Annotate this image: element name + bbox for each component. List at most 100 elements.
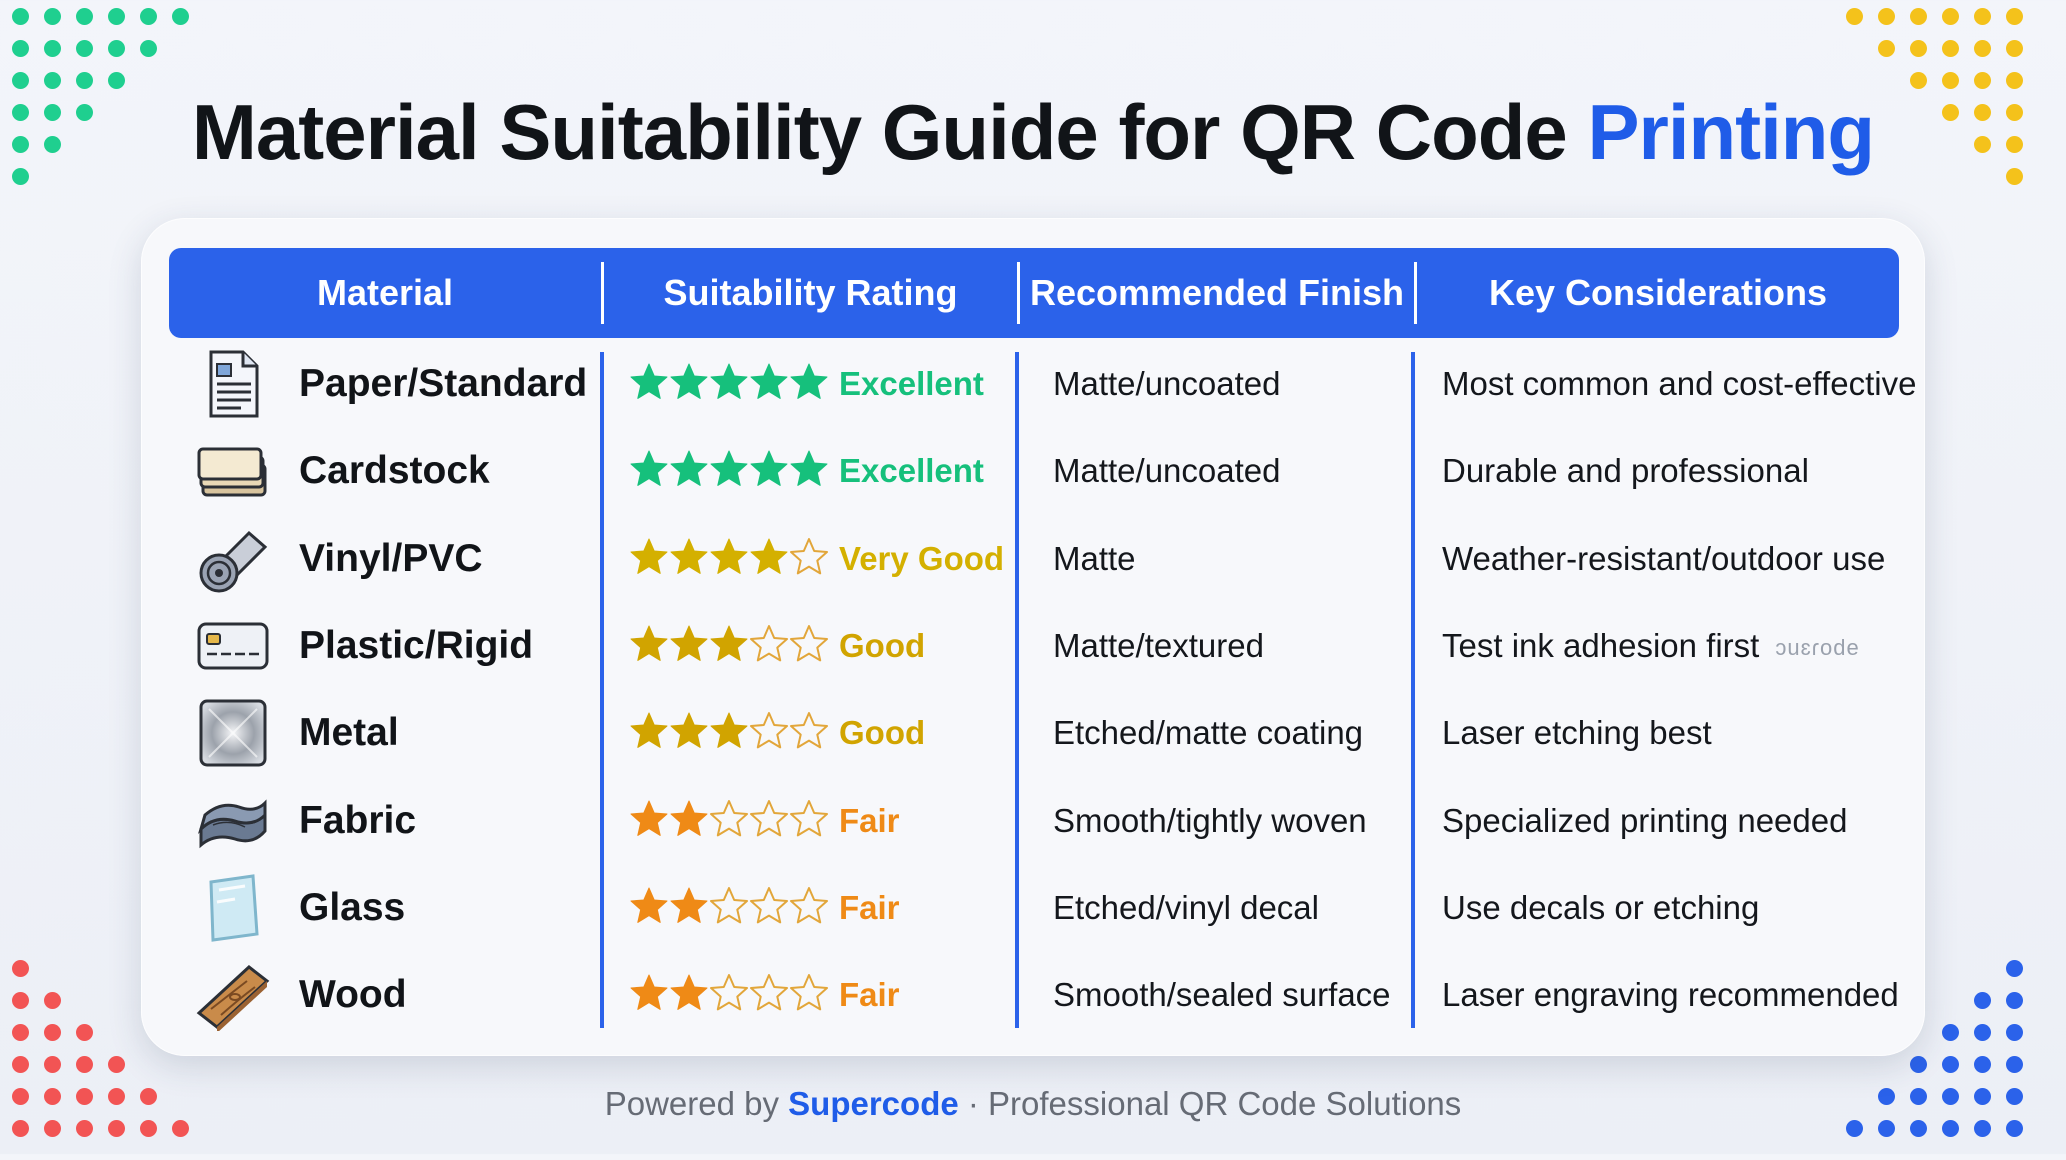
rating-label: Fair bbox=[839, 888, 900, 926]
footer: Powered by Supercode · Professional QR C… bbox=[0, 1085, 2066, 1123]
decorative-dot bbox=[12, 1056, 29, 1073]
star-filled-icon bbox=[709, 624, 749, 668]
star-filled-icon bbox=[669, 973, 709, 1017]
footer-brand[interactable]: Supercode bbox=[788, 1085, 959, 1122]
decorative-dot bbox=[2006, 1120, 2023, 1137]
decorative-dot bbox=[140, 1088, 157, 1105]
decorative-dot bbox=[44, 104, 61, 121]
decorative-dot bbox=[2006, 168, 2023, 185]
material-name: Vinyl/PVC bbox=[299, 536, 483, 580]
star-rating bbox=[629, 624, 829, 668]
material-name: Fabric bbox=[299, 798, 417, 842]
star-filled-icon bbox=[669, 799, 709, 843]
decorative-dot bbox=[108, 1056, 125, 1073]
star-rating bbox=[629, 886, 829, 930]
decorative-dot bbox=[1910, 8, 1927, 25]
star-filled-icon bbox=[749, 537, 789, 581]
key-consideration: Laser engraving recommended bbox=[1442, 951, 1915, 1038]
decorative-dot bbox=[1846, 8, 1863, 25]
rating-label: Good bbox=[839, 714, 926, 752]
decorative-dot bbox=[1910, 1120, 1927, 1137]
key-consideration-text: Laser etching best bbox=[1442, 714, 1712, 752]
cardstock-icon bbox=[195, 435, 271, 507]
decorative-dot bbox=[12, 1088, 29, 1105]
star-filled-icon bbox=[629, 537, 669, 581]
star-filled-icon bbox=[669, 537, 709, 581]
decorative-dot bbox=[1974, 992, 1991, 1009]
decorative-dot bbox=[76, 40, 93, 57]
footer-suffix: · Professional QR Code Solutions bbox=[958, 1085, 1462, 1122]
header-material: Material bbox=[316, 272, 454, 313]
decorative-dot bbox=[2006, 104, 2023, 121]
recommended-finish: Smooth/sealed surface bbox=[1053, 976, 1391, 1014]
metal-plate-icon bbox=[195, 697, 271, 769]
decorative-dot bbox=[76, 1056, 93, 1073]
decorative-dot bbox=[44, 1088, 61, 1105]
star-rating bbox=[629, 711, 829, 755]
document-icon bbox=[195, 348, 271, 420]
star-filled-icon bbox=[789, 449, 829, 493]
star-empty-icon bbox=[749, 711, 789, 755]
star-empty-icon bbox=[749, 886, 789, 930]
decorative-dot bbox=[44, 1056, 61, 1073]
decorative-dots-top-right bbox=[1846, 8, 2066, 208]
decorative-dot bbox=[12, 1120, 29, 1137]
key-consideration: Most common and cost-effective bbox=[1442, 340, 1932, 427]
star-filled-icon bbox=[669, 624, 709, 668]
column-divider bbox=[600, 352, 604, 1028]
table-row: Metal Good Etched/matte coating Laser et… bbox=[169, 689, 1899, 776]
decorative-dot bbox=[12, 8, 29, 25]
table-row: Wood Fair Smooth/sealed surface Laser en… bbox=[169, 951, 1899, 1038]
table-row: Vinyl/PVC Very Good Matte Weather-resist… bbox=[169, 515, 1899, 602]
star-filled-icon bbox=[709, 449, 749, 493]
recommended-finish: Matte/uncoated bbox=[1053, 452, 1281, 490]
key-consideration-text: Weather-resistant/outdoor use bbox=[1442, 539, 1886, 577]
rating-label: Good bbox=[839, 626, 926, 664]
key-consideration-text: Laser engraving recommended bbox=[1442, 976, 1899, 1014]
table-row: Paper/Standard Excellent Matte/uncoated … bbox=[169, 340, 1916, 427]
decorative-dot bbox=[1974, 8, 1991, 25]
decorative-dot bbox=[2006, 72, 2023, 89]
header-recommended-finish: Recommended Finish bbox=[1029, 272, 1405, 313]
decorative-dot bbox=[1974, 1056, 1991, 1073]
table-card bbox=[141, 218, 1925, 1056]
decorative-dot bbox=[1878, 8, 1895, 25]
star-filled-icon bbox=[629, 711, 669, 755]
star-empty-icon bbox=[749, 799, 789, 843]
material-name: Glass bbox=[299, 885, 406, 929]
decorative-dot bbox=[76, 1120, 93, 1137]
key-consideration-text: Test ink adhesion first bbox=[1442, 626, 1760, 664]
decorative-dot bbox=[44, 40, 61, 57]
plastic-card-icon bbox=[195, 610, 271, 682]
decorative-dot bbox=[44, 136, 61, 153]
star-filled-icon bbox=[709, 362, 749, 406]
decorative-dot bbox=[76, 1088, 93, 1105]
star-rating bbox=[629, 537, 829, 581]
star-empty-icon bbox=[749, 973, 789, 1017]
star-rating bbox=[629, 973, 829, 1017]
decorative-dot bbox=[44, 8, 61, 25]
star-filled-icon bbox=[749, 449, 789, 493]
star-filled-icon bbox=[709, 711, 749, 755]
key-consideration: Test ink adhesion first ɔuɛɾode bbox=[1442, 602, 1860, 689]
decorative-dot bbox=[172, 8, 189, 25]
material-name: Cardstock bbox=[299, 449, 490, 493]
decorative-dot bbox=[140, 8, 157, 25]
header-suitability-rating: Suitability Rating bbox=[663, 272, 958, 313]
header-divider bbox=[601, 262, 604, 324]
decorative-dot bbox=[108, 40, 125, 57]
star-empty-icon bbox=[709, 886, 749, 930]
star-rating bbox=[629, 799, 829, 843]
decorative-dot bbox=[76, 8, 93, 25]
decorative-dot bbox=[12, 136, 29, 153]
footer-prefix: Powered by bbox=[604, 1085, 789, 1122]
decorative-dot bbox=[1910, 1088, 1927, 1105]
fabric-icon bbox=[195, 785, 271, 857]
decorative-dot bbox=[1878, 1088, 1895, 1105]
decorative-dot bbox=[140, 40, 157, 57]
table-row: Plastic/Rigid Good Matte/textured Test i… bbox=[169, 602, 1899, 689]
key-consideration: Laser etching best bbox=[1442, 689, 1728, 776]
decorative-dot bbox=[44, 992, 61, 1009]
star-filled-icon bbox=[629, 624, 669, 668]
star-filled-icon bbox=[709, 537, 749, 581]
